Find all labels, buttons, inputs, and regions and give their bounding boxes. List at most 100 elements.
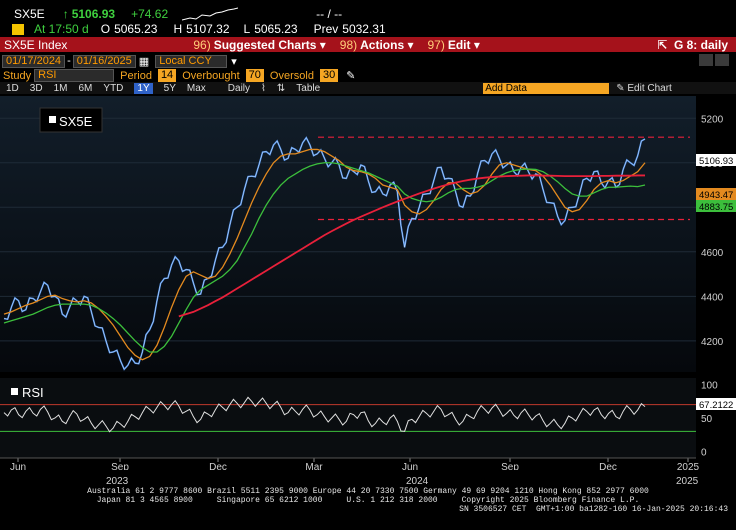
price-change: +74.62 [131,7,169,21]
x-tick-label: Sep [111,462,129,470]
x-tick-label: Jun [10,462,26,470]
export-icon: ⇱ [657,37,668,52]
study-select[interactable]: RSI [34,69,115,82]
year-label: 2024 [406,476,429,487]
period-buttons: 1D 3D 1M 6M YTD 1Y 5Y Max [6,82,217,94]
table-button[interactable]: Table [296,82,321,94]
period-button-ytd[interactable]: YTD [103,82,124,94]
security-name[interactable]: SX5E Index [4,37,68,52]
sparkline-icon [182,7,239,21]
overbought-input[interactable]: 70 [245,69,264,82]
study-bar: Study RSI Period 14 Overbought 70 Overso… [0,69,736,82]
period-input[interactable]: 14 [157,69,177,82]
actions-menu[interactable]: 98) Actions ▾ [339,37,414,52]
frequency-select[interactable]: Daily [227,82,251,94]
oversold-input[interactable]: 30 [319,69,339,82]
value-label: 4943.47 [699,190,733,201]
edit-chart-label: Edit Chart [627,82,672,94]
x-tick-label: Dec [599,462,617,470]
start-date-input[interactable]: 01/17/2024 [2,54,66,68]
last-price: 5106.93 [71,7,116,21]
x-tick-label: Jun [402,462,418,470]
ticker: SX5E [14,7,45,21]
bid-ask-range: -- / -- [316,7,343,21]
rsi-series [0,396,696,433]
rsi-tick-label: 50 [701,414,713,425]
up-arrow-icon: ↑ [62,7,69,21]
edit-label: Edit [447,37,471,52]
suggested-charts-label: Suggested Charts [213,37,317,52]
footer-line-3: SN 3506527 CET GMT+1:00 ba1282-160 16-Ja… [459,505,728,514]
rsi-tick-label: 100 [701,381,718,392]
pencil-icon[interactable]: ✎ [346,70,356,82]
y-tick-label: 4200 [701,337,724,348]
end-date-input[interactable]: 01/16/2025 [72,54,136,68]
open-label: O [100,22,111,36]
footer-line-2: Japan 81 3 4565 8900 Singapore 65 6212 1… [96,496,640,505]
suggested-charts-menu[interactable]: 96) Suggested Charts ▾ [193,37,326,52]
y-tick-label: 4400 [701,292,724,303]
undo-redo [698,53,730,69]
period-button-5y[interactable]: 5Y [163,82,176,94]
period-button-6m[interactable]: 6M [78,82,93,94]
edit-menu[interactable]: 97) Edit ▾ [427,37,480,52]
y-tick-label: 5200 [701,114,724,125]
quote-bar: SX5E ↑ 5106.93 +74.62 -- / -- [0,6,736,22]
add-data-input[interactable]: Add Data [483,82,610,94]
prev-label: Prev [313,22,339,36]
open-value: 5065.23 [114,22,158,36]
high-label: H [173,22,183,36]
high-value: 5107.32 [186,22,230,36]
ma-line-0 [3,148,646,361]
currency-dropdown-icon[interactable]: ▾ [231,55,237,68]
calendar-icon[interactable]: ▦ [138,55,150,68]
rsi-line [3,396,646,433]
footer: Australia 61 2 9777 8600 Brazil 5511 239… [0,487,736,514]
legend-swatch [49,116,56,123]
value-label-bg [696,154,736,166]
price-chart[interactable]: 420044004600480050005200050100JunSepDecM… [0,96,736,470]
rsi-value-label: 67.2122 [699,400,733,411]
date-separator: - [67,55,71,67]
period-button-1d[interactable]: 1D [6,82,19,94]
low-label: L [243,22,251,36]
x-tick-label: 2025 [677,462,700,470]
edit-chart-button[interactable]: ✎ Edit Chart [616,82,672,94]
legend-main: SX5E [59,114,93,129]
x-tick-label: Mar [305,462,323,470]
oversold-label: Oversold [269,69,314,82]
rsi-tick-label: 0 [701,447,707,458]
chart-type-icon[interactable]: ⌇ [261,82,266,94]
value-label-bg [696,188,736,200]
x-tick-label: Dec [209,462,227,470]
year-label: 2025 [676,476,699,487]
period-button-3d[interactable]: 3D [29,82,43,94]
exchange-icon [12,23,24,35]
suggested-code: 96) [193,37,211,52]
period-button-max[interactable]: Max [186,82,206,94]
grid [0,117,696,342]
redo-icon[interactable] [715,53,729,66]
layout-selector[interactable]: ⇱ G 8: daily [657,38,728,52]
edit-code: 97) [427,37,445,52]
rsi-value-label-bg [696,398,736,410]
line-style-icon[interactable]: ⇅ [276,82,286,94]
period-button-1m[interactable]: 1M [53,82,68,94]
prev-value: 5032.31 [342,22,386,36]
currency-select[interactable]: Local CCY [155,54,228,68]
study-label: Study [3,69,32,82]
overbought-label: Overbought [182,69,240,82]
date-range-bar: 01/17/2024 - 01/16/2025 ▦ Local CCY ▾ [0,53,736,69]
period-bar: 1D 3D 1M 6M YTD 1Y 5Y Max Daily ⌇ ⇅ Table Add D… [0,82,736,94]
period-label: Period [120,69,152,82]
value-label: 5106.93 [699,156,733,167]
period-button-1y[interactable]: 1Y [134,82,153,94]
price-panel-bg [0,96,696,372]
y-tick-label: 4600 [701,248,724,259]
ma-line-1 [3,162,646,353]
undo-icon[interactable] [699,53,713,66]
value-label: 4883.75 [699,202,733,213]
year-label: 2023 [106,476,129,487]
layout-label: G 8: daily [673,37,728,52]
